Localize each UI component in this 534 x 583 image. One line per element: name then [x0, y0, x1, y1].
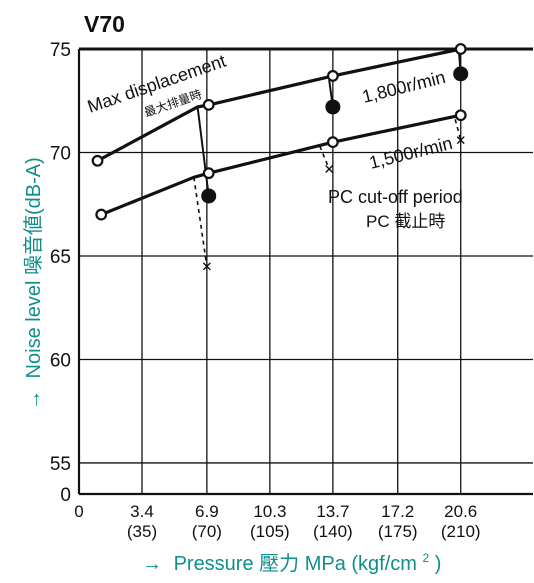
x-tick-kgf-17.2: (175) — [378, 522, 418, 541]
y-tick-label-75: 75 — [50, 40, 71, 61]
axis-layer — [77, 49, 533, 496]
open-marker-1800-1 — [202, 98, 215, 111]
open-marker-1500-2 — [326, 136, 339, 149]
y-tick-label-55: 55 — [50, 454, 71, 475]
pc-filled-marker-2 — [453, 66, 469, 82]
pc-dashed-link-2 — [454, 119, 462, 141]
x-axis-label-close: ) — [435, 553, 442, 575]
x-axis-label-sup: 2 — [423, 551, 430, 565]
pc-dashed-link-1 — [319, 145, 330, 170]
y-axis-label: Noise level 噪音値(dB-A) — [22, 157, 45, 378]
x-tick-mpa-17.2: 17.2 — [381, 502, 414, 521]
pc-x-marker-0 — [202, 262, 211, 271]
y-origin-label: 0 — [60, 485, 71, 506]
pc-x-marker-stroke-b-0 — [202, 262, 211, 271]
pc-x-marker-2 — [456, 136, 465, 145]
open-marker-1500-0 — [95, 208, 108, 221]
x-tick-kgf-6.9: (70) — [192, 522, 222, 541]
pc-cutoff-jp-label: PC 截止時 — [366, 212, 445, 231]
pc-x-marker-1 — [325, 165, 334, 174]
grid-layer — [79, 47, 533, 494]
pc-filled-marker-0 — [201, 188, 217, 204]
y-axis-label-group: → Noise level 噪音値(dB-A) — [22, 157, 45, 410]
x-tick-mpa-10.3: 10.3 — [253, 502, 286, 521]
open-marker-1800-0 — [91, 154, 104, 167]
x-tick-kgf-13.7: (140) — [313, 522, 353, 541]
x-tick-mpa-6.9: 6.9 — [195, 502, 219, 521]
x-tick-kgf-3.4: (35) — [127, 522, 157, 541]
pc-x-marker-stroke-b-2 — [456, 136, 465, 145]
x-origin-label: 0 — [74, 502, 83, 521]
open-marker-1500-3 — [454, 109, 467, 122]
x-tick-mpa-3.4: 3.4 — [130, 502, 154, 521]
pc-dashed-link-0 — [193, 177, 208, 267]
pc-x-marker-stroke-b-1 — [325, 165, 334, 174]
tick-label-layer: 556065707503.4(35)6.9(70)10.3(105)13.7(1… — [50, 40, 481, 541]
speed-1800-label: 1,800r/min — [360, 67, 447, 107]
y-tick-label-70: 70 — [50, 143, 71, 164]
x-axis-arrow: → — [142, 553, 162, 575]
open-marker-1800-2 — [326, 70, 339, 82]
x-axis-label-group: → Pressure 壓力 MPa (kgf/cm 2 ) — [142, 545, 441, 575]
x-tick-mpa-20.6: 20.6 — [444, 502, 477, 521]
pc-filled-marker-1 — [325, 99, 341, 115]
x-tick-kgf-20.6: (210) — [441, 522, 481, 541]
open-marker-1500-1 — [202, 167, 215, 180]
x-tick-mpa-13.7: 13.7 — [316, 502, 349, 521]
x-axis-label: Pressure 壓力 MPa (kgf/cm — [174, 552, 417, 575]
speed-1500-label: 1,500r/min — [367, 133, 454, 173]
marker-layer — [91, 43, 469, 271]
pc-solid-link-0 — [196, 106, 210, 197]
y-tick-label-60: 60 — [50, 350, 71, 371]
chart-title: V70 — [84, 11, 125, 37]
y-tick-label-65: 65 — [50, 247, 71, 268]
x-tick-kgf-10.3: (105) — [250, 522, 290, 541]
y-axis-arrow: → — [23, 390, 45, 410]
open-marker-1800-3 — [454, 43, 467, 55]
pc-cutoff-label: PC cut-off period — [328, 187, 463, 207]
